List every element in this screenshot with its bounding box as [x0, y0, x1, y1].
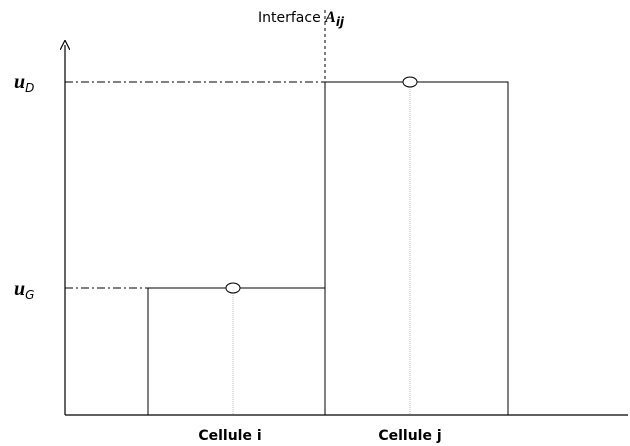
cell-label: Cellule j — [378, 428, 441, 444]
center-point-i — [225, 282, 241, 294]
level-label-d: uD — [14, 71, 34, 95]
level-symbol: u — [14, 278, 25, 300]
center-point-j — [402, 76, 418, 88]
cell-i — [147, 287, 326, 415]
cell-j — [324, 81, 509, 415]
interface-text: Interface — [258, 10, 321, 26]
level-label-g: uG — [14, 278, 34, 302]
level-subscript: G — [25, 288, 34, 302]
interface-symbol: A — [324, 9, 336, 26]
interface-label: Interface Aij — [258, 9, 345, 29]
level-subscript: D — [25, 81, 34, 95]
level-symbol: u — [14, 71, 25, 93]
interface-subscript: ij — [336, 15, 345, 29]
cell-label: Cellule i — [198, 428, 261, 444]
